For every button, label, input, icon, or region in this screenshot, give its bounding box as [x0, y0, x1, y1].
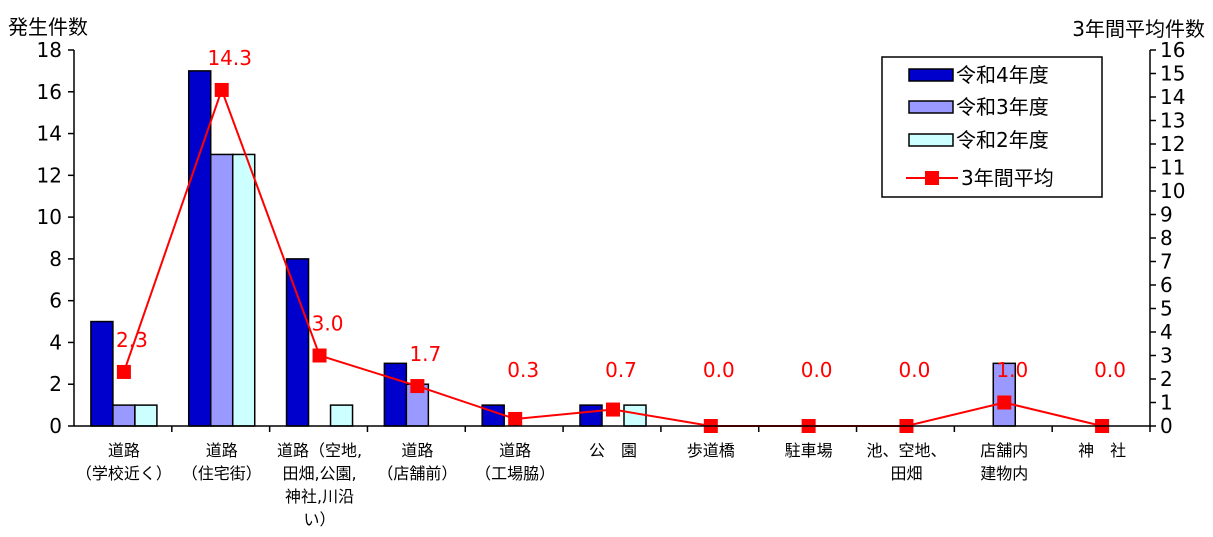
- value-label-1: 14.3: [207, 46, 252, 70]
- right-tick-label-15: 15: [1160, 62, 1185, 86]
- right-tick-label-8: 8: [1160, 226, 1173, 250]
- category-labels: 道路（学校近く）道路（住宅街） 道路（空地,田畑,公園,神社,川沿い） 道路（店舗前…: [76, 441, 1126, 529]
- value-label-6: 0.0: [703, 358, 735, 382]
- average-point-2: [312, 348, 327, 363]
- value-label-9: 1.0: [996, 358, 1028, 382]
- right-tick-label-4: 4: [1160, 320, 1173, 344]
- bar-s0-c1: [187, 70, 212, 427]
- left-tick-label-3: 6: [49, 289, 62, 313]
- right-tick-label-9: 9: [1160, 203, 1173, 227]
- value-labels: 2.3 14.3 3.0 1.7 0.3 0.7 0.0 0.0 0.0 1.0 0.0: [116, 46, 1126, 382]
- category-label-2: 道路（空地,田畑,公園,神社,川沿い）: [277, 441, 362, 529]
- right-tick-label-14: 14: [1160, 85, 1185, 109]
- legend-swatch-r4: [908, 68, 954, 82]
- value-label-2: 3.0: [312, 312, 344, 336]
- bar-s2-c2: [329, 404, 354, 427]
- right-tick-label-13: 13: [1160, 109, 1185, 133]
- right-tick-label-7: 7: [1160, 250, 1173, 274]
- right-tick-label-2: 2: [1160, 367, 1173, 391]
- category-label-9: 店舗内建物内: [980, 441, 1028, 483]
- bar-s1-c1: [209, 153, 234, 427]
- value-label-7: 0.0: [801, 358, 833, 382]
- value-label-8: 0.0: [899, 358, 931, 382]
- category-label-5: 公 園: [589, 441, 637, 460]
- right-tick-label-1: 1: [1160, 391, 1173, 415]
- bar-s1-c0: [112, 404, 136, 427]
- average-point-1: [214, 82, 229, 97]
- category-label-6: 歩道橋: [687, 441, 735, 460]
- right-tick-label-10: 10: [1160, 179, 1185, 203]
- left-tick-label-1: 2: [49, 372, 62, 396]
- right-tick-label-5: 5: [1160, 297, 1173, 321]
- legend-label-r3: 令和3年度: [956, 95, 1049, 119]
- left-tick-label-4: 8: [49, 247, 62, 271]
- right-tick-label-16: 16: [1160, 38, 1185, 62]
- bar-s0-c2: [285, 258, 310, 427]
- average-point-3: [410, 379, 425, 394]
- category-label-1: 道路（住宅街）: [182, 441, 262, 483]
- average-line: [116, 82, 1110, 433]
- y-axis-title-right: 3年間平均件数: [1072, 17, 1205, 41]
- bar-s0-c3: [383, 362, 408, 427]
- value-label-3: 1.7: [409, 342, 441, 366]
- y-axis-title-left: 発生件数: [8, 15, 88, 39]
- legend-label-r2: 令和2年度: [956, 128, 1049, 152]
- bar-s2-c1: [231, 153, 256, 427]
- legend-swatch-r3: [908, 100, 954, 114]
- category-label-4: 道路（工場脇）: [475, 441, 555, 483]
- category-label-3: 道路（店舗前）: [377, 441, 457, 483]
- legend: 令和4年度 令和3年度 令和2年度 3年間平均: [881, 56, 1103, 198]
- right-tick-label-12: 12: [1160, 132, 1185, 156]
- left-tick-label-0: 0: [49, 414, 62, 438]
- average-point-4: [508, 411, 523, 426]
- bars: [90, 70, 1151, 432]
- category-label-7: 駐車場: [785, 441, 833, 460]
- right-tick-label-11: 11: [1160, 156, 1185, 180]
- legend-swatch-r2: [908, 133, 954, 147]
- value-label-5: 0.7: [605, 358, 637, 382]
- right-tick-label-0: 0: [1160, 414, 1173, 438]
- legend-label-r4: 令和4年度: [956, 63, 1049, 87]
- left-tick-label-7: 14: [37, 122, 62, 146]
- value-label-4: 0.3: [507, 358, 539, 382]
- right-tick-label-3: 3: [1160, 344, 1173, 368]
- right-tick-label-6: 6: [1160, 273, 1173, 297]
- legend-label-avg: 3年間平均: [961, 166, 1054, 190]
- left-tick-label-2: 4: [49, 330, 62, 354]
- category-label-0: 道路（学校近く）: [76, 441, 172, 483]
- category-label-8: 池、空地、田畑: [866, 441, 946, 483]
- value-label-10: 0.0: [1094, 358, 1126, 382]
- left-tick-label-8: 16: [37, 80, 62, 104]
- left-tick-label-9: 18: [37, 38, 62, 62]
- bar-s2-c0: [134, 404, 158, 427]
- value-label-0: 2.3: [116, 328, 148, 352]
- bar-s0-c5: [579, 404, 603, 427]
- bar-s0-c0: [90, 320, 114, 427]
- left-tick-label-6: 12: [37, 163, 62, 187]
- average-point-9: [997, 395, 1012, 410]
- left-tick-label-5: 10: [37, 205, 62, 229]
- y-axis-left: 0 2 4 6 8 10 12 14 16 18: [37, 38, 74, 438]
- average-point-0: [116, 364, 131, 379]
- category-label-10: 神 社: [1078, 441, 1126, 460]
- legend-marker-avg: [925, 171, 939, 185]
- average-point-5: [606, 402, 620, 417]
